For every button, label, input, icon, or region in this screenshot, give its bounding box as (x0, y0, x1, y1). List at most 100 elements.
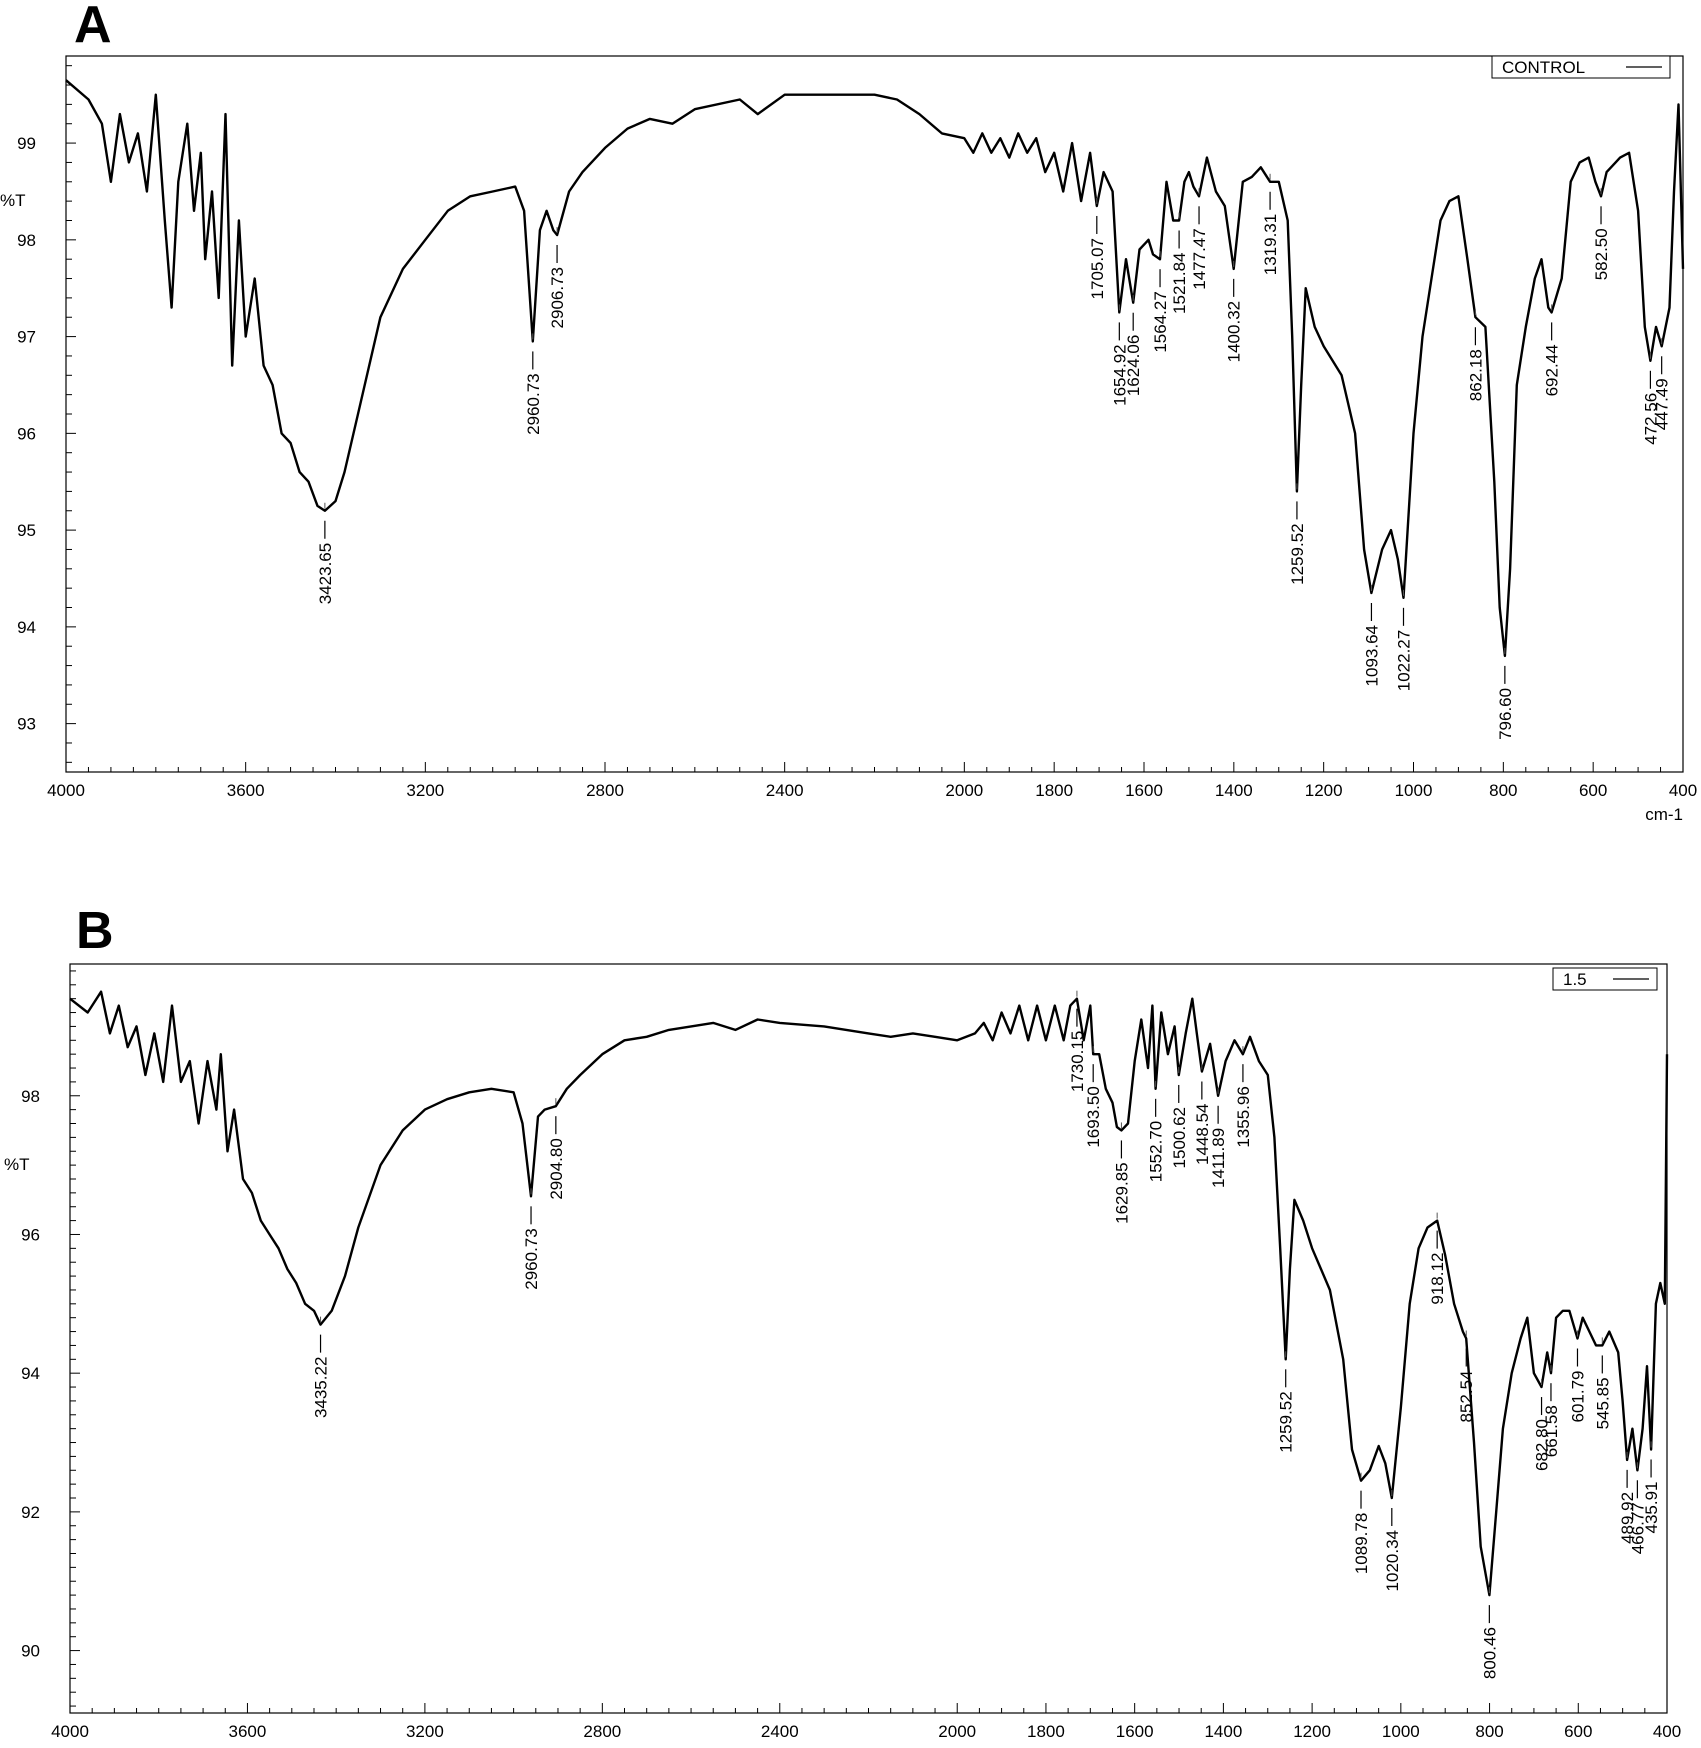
y-tick-label: 98 (21, 1087, 40, 1106)
peak-annotation: 2960.73 (524, 333, 543, 435)
peak-annotation: 1705.07 (1088, 197, 1107, 299)
peak-label: 1730.15 (1068, 1031, 1087, 1092)
legend-box (1552, 967, 1658, 991)
peak-annotation: 582.50 (1592, 188, 1611, 280)
peak-annotation: 3435.22 (312, 1316, 331, 1418)
y-tick-label: 99 (17, 134, 36, 153)
legend-entry: 1.5 (1563, 970, 1587, 989)
peak-label: 1624.06 (1124, 335, 1143, 396)
y-axis-label: %T (0, 191, 26, 210)
peak-annotation: 466.77 (1628, 1462, 1647, 1554)
y-tick-label: 92 (21, 1503, 40, 1522)
peak-label: 1093.64 (1362, 625, 1381, 686)
y-tick-label: 94 (21, 1364, 40, 1383)
peak-annotation: 1093.64 (1362, 585, 1381, 686)
peak-label: 3435.22 (312, 1357, 331, 1418)
x-axis-label: cm-1 (1629, 1746, 1667, 1748)
x-tick-label: 1200 (1293, 1722, 1331, 1741)
peak-label: 3423.65 (316, 543, 335, 604)
peak-annotation: 1020.34 (1383, 1490, 1402, 1591)
peak-label: 682.80 (1533, 1419, 1552, 1471)
x-tick-label: 1600 (1116, 1722, 1154, 1741)
plot-frame (65, 55, 1684, 773)
y-axis-label: %T (4, 1155, 30, 1174)
peak-annotation: 1730.15 (1068, 990, 1087, 1092)
peak-label: 1259.52 (1277, 1391, 1296, 1452)
x-tick-label: 3600 (229, 1722, 267, 1741)
peak-label: 2960.73 (522, 1228, 541, 1289)
x-tick-label: 1400 (1204, 1722, 1242, 1741)
peak-annotation: 489.92 (1618, 1451, 1637, 1544)
peak-annotation: 3423.65 (316, 502, 335, 604)
spectrum-line (65, 79, 1685, 658)
peak-label: 601.79 (1569, 1371, 1588, 1423)
peak-label: 1564.27 (1151, 291, 1170, 352)
peak-label: 1411.89 (1209, 1128, 1228, 1188)
y-tick-label: 94 (17, 618, 36, 637)
peak-annotation: 1624.06 (1124, 294, 1143, 396)
peak-annotation: 1319.31 (1261, 173, 1280, 275)
peak-annotation: 435.91 (1642, 1441, 1661, 1534)
peak-label: 1705.07 (1088, 238, 1107, 299)
peak-annotation: 1355.96 (1234, 1046, 1253, 1148)
x-tick-label: 2000 (938, 1722, 976, 1741)
peak-label: 447.49 (1653, 378, 1672, 430)
peak-annotation: 1500.62 (1170, 1066, 1189, 1168)
legend: CONTROL (1491, 55, 1671, 79)
peak-label: 545.85 (1593, 1377, 1612, 1429)
y-tick-label: 95 (17, 521, 36, 540)
peak-annotation: 1448.54 (1193, 1063, 1212, 1165)
peak-annotation: 1654.92 (1110, 304, 1129, 406)
peak-label: 1020.34 (1383, 1530, 1402, 1591)
peak-label: 2904.80 (547, 1138, 566, 1199)
x-tick-label: 3200 (406, 781, 444, 800)
peak-label: 1355.96 (1234, 1086, 1253, 1147)
y-tick-label: 96 (17, 424, 36, 443)
peak-label: 852.54 (1457, 1371, 1476, 1423)
x-tick-label: 2400 (766, 781, 804, 800)
peak-annotation: 601.79 (1569, 1330, 1588, 1423)
peak-annotation: 1022.27 (1395, 589, 1414, 691)
chart-panel-a: A 93 94 95 96 97 98 99 %T 4000 3600 3200 2800 2400 200… (0, 0, 1697, 824)
peak-annotation: 1411.89 (1209, 1087, 1228, 1188)
peak-label: 918.12 (1428, 1253, 1447, 1305)
chart-panel-b: B 90 92 94 96 98 %T 4000 3600 3200 2800 2400 2000 180… (4, 902, 1681, 1748)
peak-annotation: 447.49 (1653, 338, 1672, 430)
peak-annotation: 800.46 (1480, 1587, 1499, 1679)
peak-annotation: 1400.32 (1225, 260, 1244, 362)
plot-frame (69, 963, 1668, 1714)
peak-label: 692.44 (1543, 344, 1562, 396)
peak-annotation: 1693.50 (1084, 1046, 1103, 1148)
x-tick-label: 400 (1653, 1722, 1681, 1741)
legend-box (1491, 55, 1671, 79)
peak-label: 489.92 (1618, 1492, 1637, 1544)
peak-annotation: 2960.73 (522, 1188, 541, 1290)
peak-label: 1448.54 (1193, 1104, 1212, 1165)
peak-label: 1089.78 (1352, 1513, 1371, 1574)
x-tick-label: 1600 (1125, 781, 1163, 800)
peak-label: 2906.73 (548, 267, 567, 328)
x-tick-label: 2400 (761, 1722, 799, 1741)
peak-annotation: 918.12 (1428, 1212, 1447, 1305)
peak-annotation: 692.44 (1543, 304, 1562, 396)
x-tick-label: 3600 (227, 781, 265, 800)
peak-label: 2960.73 (524, 373, 543, 434)
peak-annotation: 682.80 (1533, 1379, 1552, 1471)
peak-annotation: 1089.78 (1352, 1472, 1371, 1574)
panel-letter: A (74, 0, 112, 54)
peak-annotation: 545.85 (1593, 1337, 1612, 1429)
peak-label: 1500.62 (1170, 1107, 1189, 1168)
peak-label: 661.58 (1542, 1405, 1561, 1457)
legend-entry: CONTROL (1502, 58, 1585, 77)
y-tick-label: 97 (17, 328, 36, 347)
x-tick-label: 2000 (945, 781, 983, 800)
x-tick-label: 4000 (47, 781, 85, 800)
peak-label: 1400.32 (1225, 301, 1244, 362)
x-tick-label: 400 (1669, 781, 1697, 800)
y-tick-label: 90 (21, 1642, 40, 1661)
panel-letter: B (76, 902, 114, 960)
x-tick-label: 1000 (1395, 781, 1433, 800)
y-tick-label: 98 (17, 231, 36, 250)
peak-annotation: 472.56 (1641, 352, 1660, 445)
